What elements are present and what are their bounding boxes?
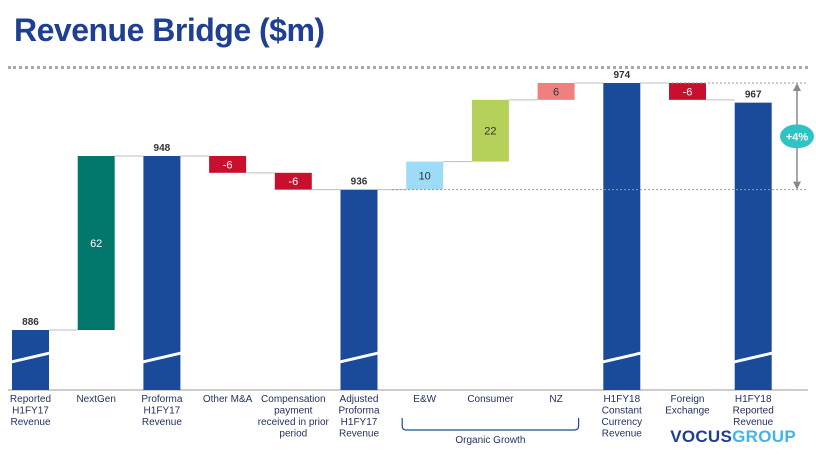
category-label-9: H1FY18 Constant Currency Revenue (602, 394, 643, 440)
organic-growth-bracket (401, 418, 580, 431)
bar-8 (537, 83, 575, 100)
axis-break-mark-9 (600, 351, 644, 364)
category-label-0: Reported H1FY17 Revenue (10, 394, 51, 428)
bar-6 (406, 161, 444, 190)
value-label-5: 936 (351, 177, 368, 188)
value-label-1: 62 (90, 238, 102, 250)
value-label-8: 6 (553, 86, 559, 98)
dotted-divider (8, 66, 808, 69)
value-label-6: 10 (419, 171, 431, 183)
delta-badge (780, 124, 814, 149)
value-label-11: 967 (745, 90, 762, 101)
bar-7 (471, 99, 509, 162)
bar-3 (209, 155, 247, 173)
delta-arrow-head-down (793, 181, 801, 190)
axis-break-mark-2 (140, 351, 184, 364)
axis-break-mark-5 (337, 351, 381, 364)
value-label-2: 948 (154, 143, 171, 154)
organic-growth-label: Organic Growth (455, 435, 525, 446)
category-label-8: NZ (549, 394, 562, 405)
logo-word-vocus: VOCUS (670, 427, 733, 446)
vocus-group-logo: VOCUSGROUP (670, 427, 796, 447)
category-label-5: Adjusted Proforma H1FY17 Revenue (338, 394, 380, 440)
delta-badge-label: +4% (786, 131, 809, 143)
bar-1 (77, 155, 115, 330)
logo-word-group: GROUP (732, 427, 796, 446)
bar-9 (603, 83, 641, 390)
bar-11 (734, 102, 772, 390)
value-label-0: 886 (22, 317, 39, 328)
bar-2 (143, 155, 181, 390)
bar-10 (669, 83, 706, 100)
category-label-3: Other M&A (203, 394, 253, 405)
category-label-1: NextGen (76, 394, 115, 405)
axis-break-mark-0 (9, 351, 52, 364)
category-label-10: Foreign Exchange (665, 394, 710, 417)
value-label-4: -6 (288, 176, 298, 188)
delta-arrow-head-up (793, 83, 801, 91)
value-label-7: 22 (484, 126, 496, 138)
value-label-9: 974 (613, 70, 630, 81)
category-label-6: E&W (413, 394, 436, 405)
value-label-3: -6 (223, 159, 233, 171)
page-title: Revenue Bridge ($m) (14, 12, 325, 48)
value-label-10: -6 (683, 86, 693, 98)
bar-4 (274, 172, 312, 190)
category-label-7: Consumer (467, 394, 514, 405)
category-label-2: Proforma H1FY17 Revenue (141, 394, 183, 428)
category-label-4: Compensation payment received in prior peri… (258, 394, 330, 440)
axis-break-mark-11 (731, 351, 775, 364)
category-label-11: H1FY18 Reported Revenue (733, 394, 774, 428)
